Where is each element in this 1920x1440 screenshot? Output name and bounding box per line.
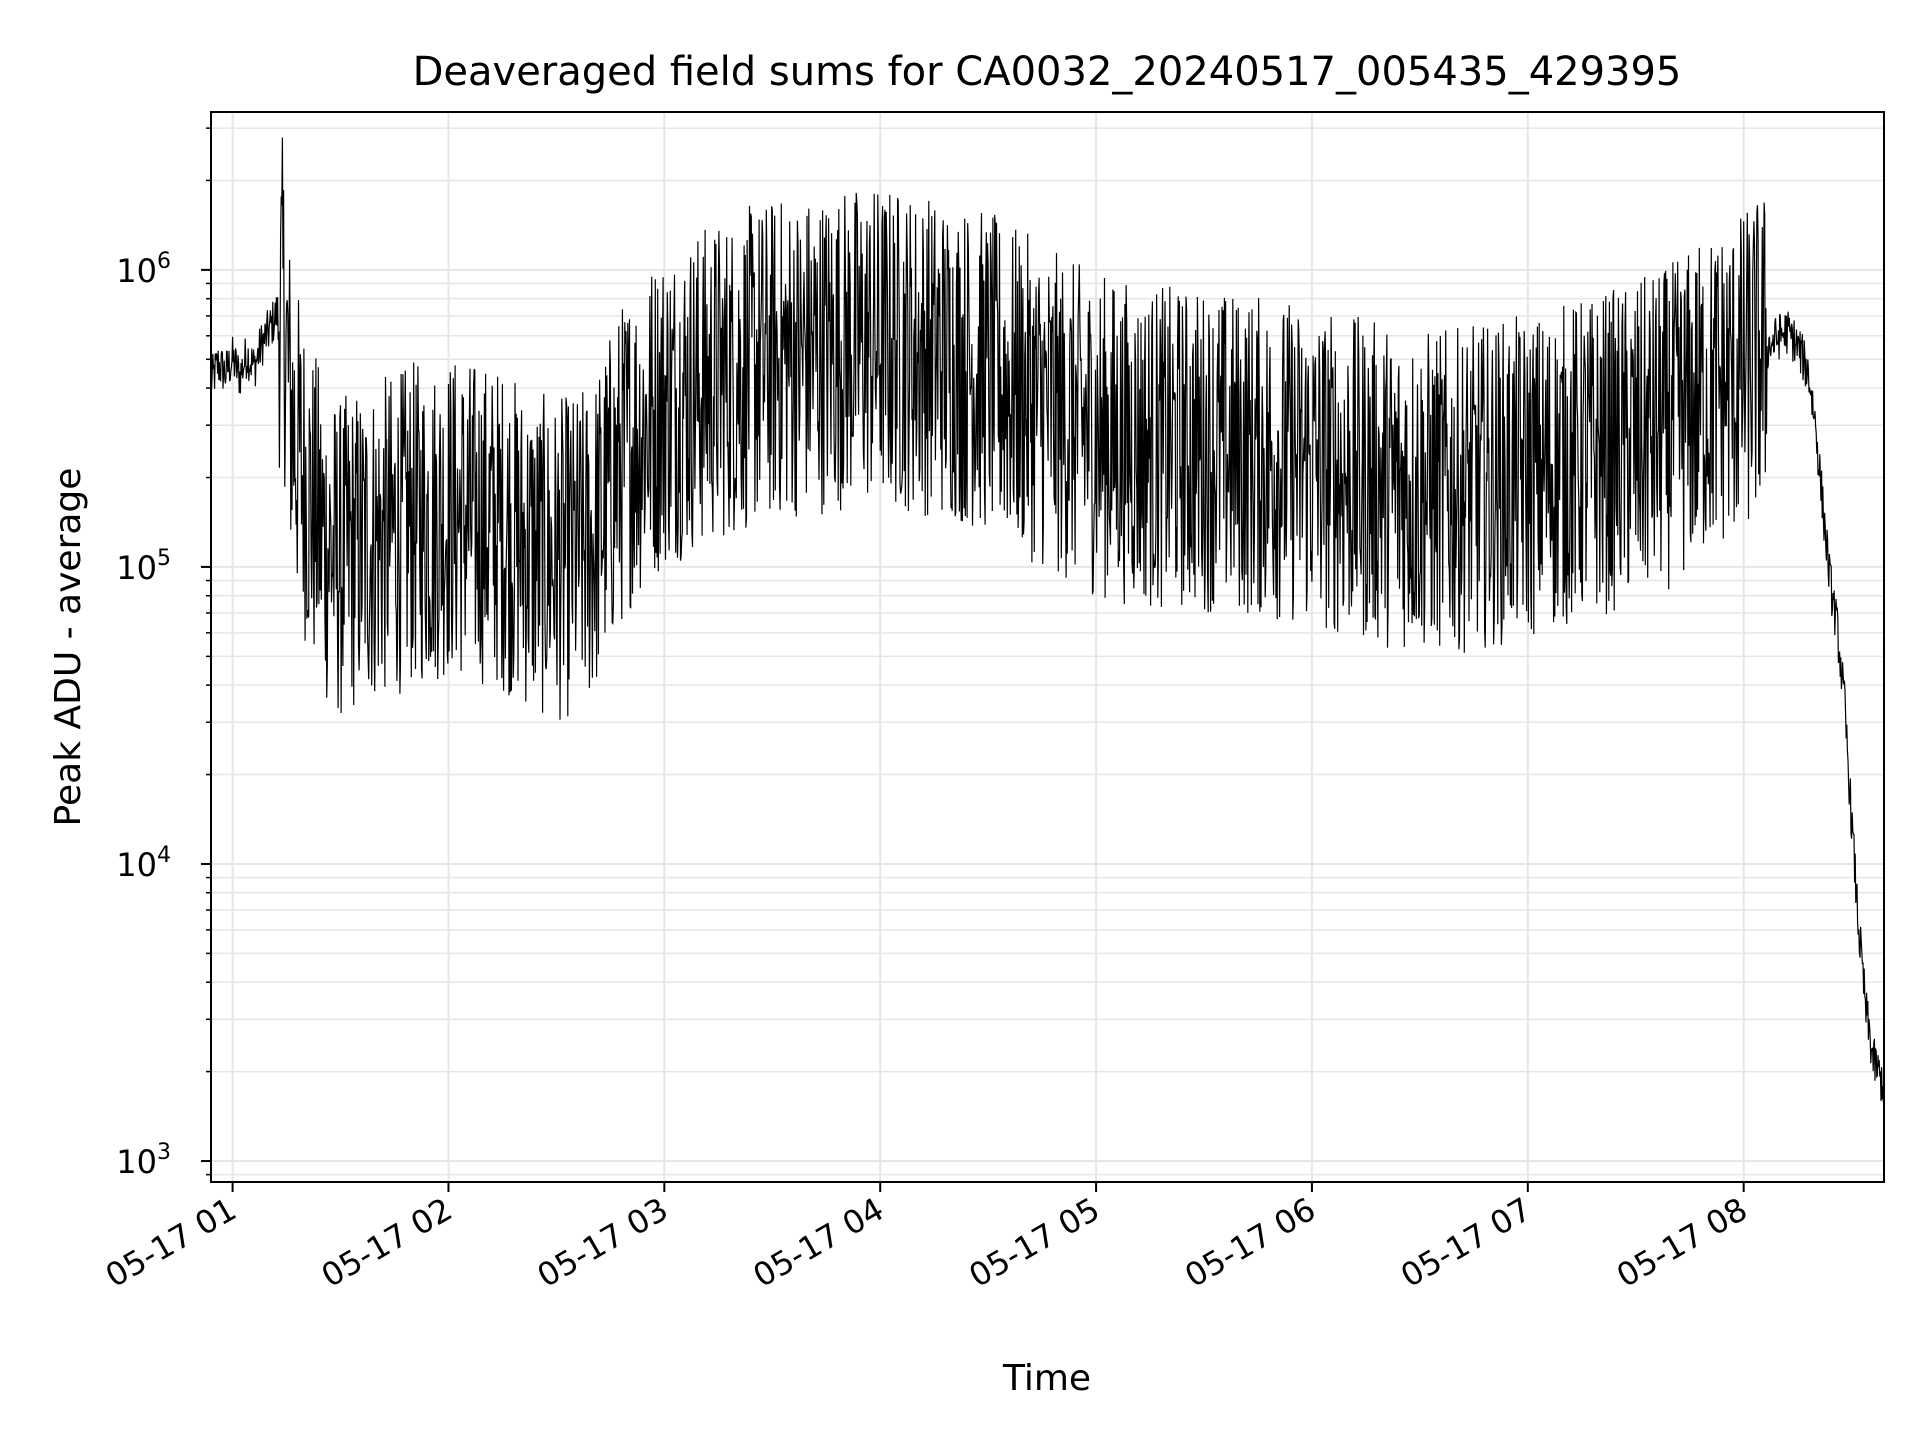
y-axis-label: Peak ADU - average <box>48 468 89 827</box>
grid-lines <box>211 112 1884 1182</box>
plot-frame <box>210 111 1885 1183</box>
x-tick-label: 05-17 03 <box>531 1190 675 1295</box>
x-tick-label: 05-17 08 <box>1610 1190 1754 1295</box>
x-tick-label: 05-17 06 <box>1178 1190 1322 1295</box>
y-tick-label: 105 <box>116 546 171 587</box>
series-line <box>210 137 1885 1103</box>
x-ticks: 05-17 01 05-17 02 05-17 03 05-17 04 05-17 05… <box>99 1182 1754 1295</box>
x-axis-label: Time <box>1002 1358 1091 1399</box>
x-tick-label: 05-17 02 <box>315 1190 459 1295</box>
y-ticks: 103 104 105 106 <box>116 127 211 1181</box>
x-tick-label: 05-17 01 <box>99 1190 243 1295</box>
series-group <box>210 137 1885 1103</box>
x-tick-label: 05-17 04 <box>747 1190 891 1295</box>
chart-title: Deaveraged field sums for CA0032_2024051… <box>413 49 1682 95</box>
x-tick-label: 05-17 07 <box>1394 1190 1538 1295</box>
y-tick-label: 104 <box>116 843 171 884</box>
y-tick-label: 106 <box>116 249 171 290</box>
y-tick-label: 103 <box>116 1140 171 1181</box>
x-tick-label: 05-17 05 <box>962 1190 1106 1295</box>
